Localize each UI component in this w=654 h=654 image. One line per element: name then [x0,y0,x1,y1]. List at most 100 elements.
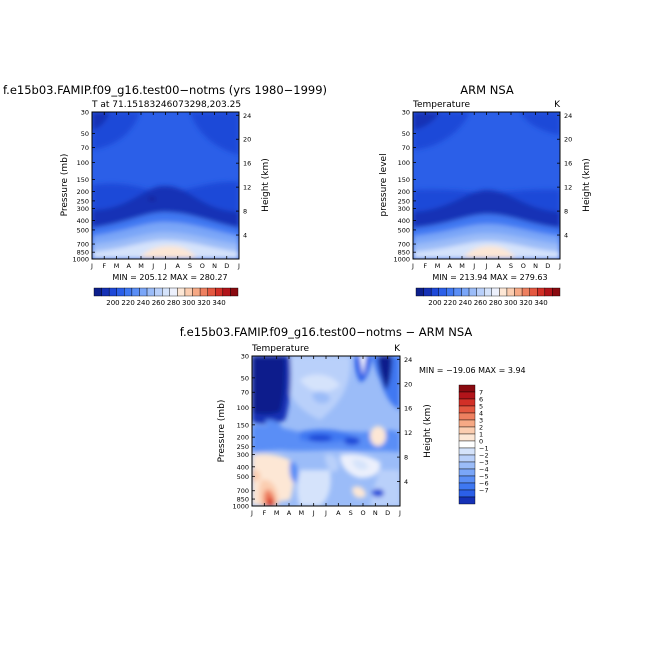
month-tick-label: A [336,509,341,517]
colorbar-swatch [139,287,148,297]
colorbar-label: 280 [489,299,502,307]
height-tick-label: 24 [564,112,572,120]
height-tick-label: 12 [404,429,412,437]
colorbar-swatch [458,384,476,393]
colorbar-swatch [506,287,515,297]
month-tick-label: J [558,262,561,270]
colorbar-label: 260 [152,299,165,307]
month-tick-label: O [521,262,526,270]
pressure-tick-label: 200 [77,188,89,196]
pressure-tick-label: 100 [398,159,410,167]
pressure-tick-label: 200 [398,188,410,196]
colorbar-label: 2 [479,424,483,432]
month-tick-label: J [398,509,401,517]
colorbar-swatch [537,287,546,297]
colorbar-swatch [476,287,485,297]
pressure-tick-label: 70 [241,389,249,397]
colorbar-swatch [124,287,133,297]
colorbar-swatch [199,287,208,297]
colorbar-label: 6 [479,396,483,404]
pressure-tick-label: 400 [398,217,410,225]
pressure-tick-label: 300 [77,205,89,213]
month-tick-label: F [102,262,106,270]
panel-obs-height-axis: 4 8 12 16 20 24 [557,112,572,240]
pressure-tick-label: 850 [237,496,249,504]
colorbar-swatch [458,398,476,407]
colorbar-swatch [162,287,170,297]
colorbar-label: 320 [519,299,532,307]
month-tick-label: N [533,262,538,270]
colorbar-swatch [458,433,476,442]
panel-obs-stats: MIN = 213.94 MAX = 279.63 [432,273,547,282]
height-tick-label: 8 [564,208,568,216]
panel-model-field [92,112,239,259]
month-tick-label: O [360,509,365,517]
pressure-tick-label: 250 [398,197,410,205]
pressure-tick-label: 200 [237,434,249,442]
month-tick-label: O [200,262,205,270]
colorbar-label: 240 [459,299,472,307]
pressure-tick-label: 1000 [232,503,249,511]
colorbar-swatch [207,287,216,297]
colorbar-label: 200 [106,299,119,307]
month-tick-label: A [127,262,132,270]
pressure-tick-label: 500 [77,226,89,234]
height-tick-label: 24 [404,356,412,364]
pressure-tick-label: 30 [81,109,89,117]
month-tick-label: N [212,262,217,270]
month-tick-label: J [164,262,167,270]
colorbar-swatch [491,287,500,297]
pressure-tick-label: 30 [241,353,249,361]
colorbar-swatch [184,287,193,297]
colorbar-swatch [461,287,470,297]
panel-obs: ARM NSA Temperature K 30 [379,83,592,307]
pressure-tick-label: 400 [237,463,249,471]
month-tick-label: M [299,509,305,517]
height-tick-label: 4 [243,232,247,240]
colorbar-swatch [415,287,424,297]
colorbar-swatch [544,287,553,297]
pressure-tick-label: 50 [402,130,410,138]
panel-diff: f.e15b03.FAMIP.f09_g16.test00−notms − AR… [180,325,526,517]
colorbar-label: 1 [479,431,483,439]
pressure-tick-label: 300 [398,205,410,213]
height-tick-label: 8 [404,454,408,462]
colorbar-label: 3 [479,417,483,425]
panel-diff-title: f.e15b03.FAMIP.f09_g16.test00−notms − AR… [180,325,473,339]
colorbar-label: 280 [167,299,180,307]
height-tick-label: 24 [243,112,251,120]
pressure-tick-label: 250 [237,443,249,451]
month-tick-label: S [349,509,353,517]
colorbar-swatch [514,287,523,297]
colorbar-swatch [458,489,476,498]
height-tick-label: 20 [243,136,251,144]
colorbar-swatch [192,287,201,297]
colorbar-swatch [458,496,476,505]
pressure-tick-label: 300 [237,451,249,459]
colorbar-swatch [453,287,462,297]
pressure-tick-label: 100 [77,159,89,167]
month-tick-label: M [114,262,120,270]
colorbar-swatch [458,475,476,484]
colorbar-label: 260 [474,299,487,307]
colorbar-label: 340 [534,299,547,307]
month-tick-label: M [459,262,465,270]
panel-diff-y2label: Height (km) [423,404,433,458]
colorbar-label: −2 [479,452,489,460]
month-tick-label: A [287,509,292,517]
panel-model-height-axis: 4 8 12 16 20 24 [236,112,251,240]
pressure-tick-label: 50 [81,130,89,138]
height-tick-label: 16 [404,405,412,413]
colorbar-swatch [222,287,231,297]
panel-obs-field [413,112,560,259]
height-tick-label: 20 [564,136,572,144]
colorbar-label: −1 [479,445,489,453]
colorbar-swatch [215,287,224,297]
colorbar-swatch [484,287,492,297]
pressure-tick-label: 70 [402,144,410,152]
colorbar-swatch [116,287,125,297]
